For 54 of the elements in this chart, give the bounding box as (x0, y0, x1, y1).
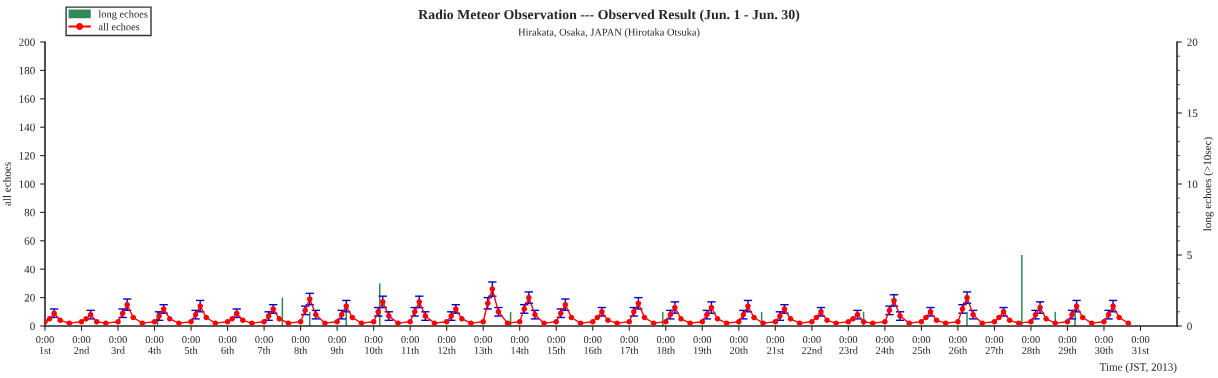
y-tick-label: 200 (19, 38, 35, 46)
x-tick-label: 0:00 7th (255, 336, 273, 354)
y2-axis-title: long echoes (>10sec) (1203, 137, 1214, 232)
y-tick-label: 80 (24, 208, 35, 217)
y-axis-title: all echoes (2, 162, 11, 206)
y-tick-label: 40 (24, 265, 35, 274)
x-tick-label: 0:00 5th (182, 336, 200, 354)
x-tick-label: 0:00 20th (729, 336, 748, 354)
x-tick-label: 0:00 17th (620, 336, 639, 354)
y2-tick-label: 5 (1187, 251, 1192, 259)
y2-tick-label: 20 (1187, 38, 1198, 46)
x-tick-label: 0:00 3rd (109, 336, 127, 354)
x-tick-label: 0:00 8th (291, 336, 310, 354)
y-tick-label: 0 (30, 322, 35, 330)
x-tick-label: 0:00 11th (401, 336, 420, 354)
y-tick-label: 140 (19, 123, 35, 132)
x-tick-label: 0:00 21st (766, 336, 785, 354)
x-tick-label: 0:00 9th (328, 336, 346, 354)
x-tick-label: 0:00 31st (1131, 336, 1150, 354)
y-tick-label: 180 (19, 66, 35, 75)
y2-tick-label: 10 (1187, 180, 1198, 188)
x-tick-label: 0:00 1st (36, 336, 54, 354)
x-axis-title: Time (JST, 2013) (1099, 362, 1177, 373)
legend-label: long echoes (98, 10, 148, 20)
y-tick-label: 100 (19, 180, 35, 188)
x-tick-label: 0:00 26th (949, 336, 968, 354)
x-tick-label: 0:00 16th (583, 336, 602, 354)
x-tick-label: 0:00 10th (364, 336, 383, 354)
x-tick-label: 0:00 28th (1022, 336, 1041, 354)
x-tick-label: 0:00 29th (1058, 336, 1077, 354)
x-tick-label: 0:00 19th (693, 336, 712, 354)
x-tick-label: 0:00 25th (912, 336, 931, 354)
y-tick-label: 60 (24, 237, 35, 245)
y2-tick-label: 15 (1187, 109, 1198, 117)
y-tick-label: 20 (24, 294, 35, 302)
x-tick-label: 0:00 24th (876, 336, 894, 354)
y-tick-label: 160 (19, 95, 35, 103)
x-tick-label: 0:00 22nd (801, 336, 823, 354)
x-tick-label: 0:00 6th (218, 336, 237, 354)
x-tick-label: 0:00 27th (985, 336, 1004, 354)
x-tick-label: 0:00 13th (474, 336, 493, 354)
x-tick-label: 0:00 4th (145, 336, 164, 354)
x-tick-label: 0:00 15th (547, 336, 566, 354)
chart-subtitle: Hirakata, Osaka, JAPAN (Hirotaka Otsuka) (518, 28, 700, 38)
x-tick-label: 0:00 30th (1095, 336, 1114, 354)
x-tick-label: 0:00 2nd (72, 336, 91, 354)
x-tick-label: 0:00 23rd (839, 336, 858, 354)
legend-label: all echoes (98, 22, 140, 31)
y-tick-label: 120 (19, 152, 35, 160)
x-tick-label: 0:00 12th (437, 336, 456, 354)
y2-tick-label: 0 (1187, 322, 1192, 330)
x-tick-label: 0:00 14th (510, 336, 529, 354)
x-tick-label: 0:00 18th (656, 336, 675, 354)
chart-title: Radio Meteor Observation --- Observed Result (Jun. 1 - Jun. 30) (418, 9, 800, 23)
